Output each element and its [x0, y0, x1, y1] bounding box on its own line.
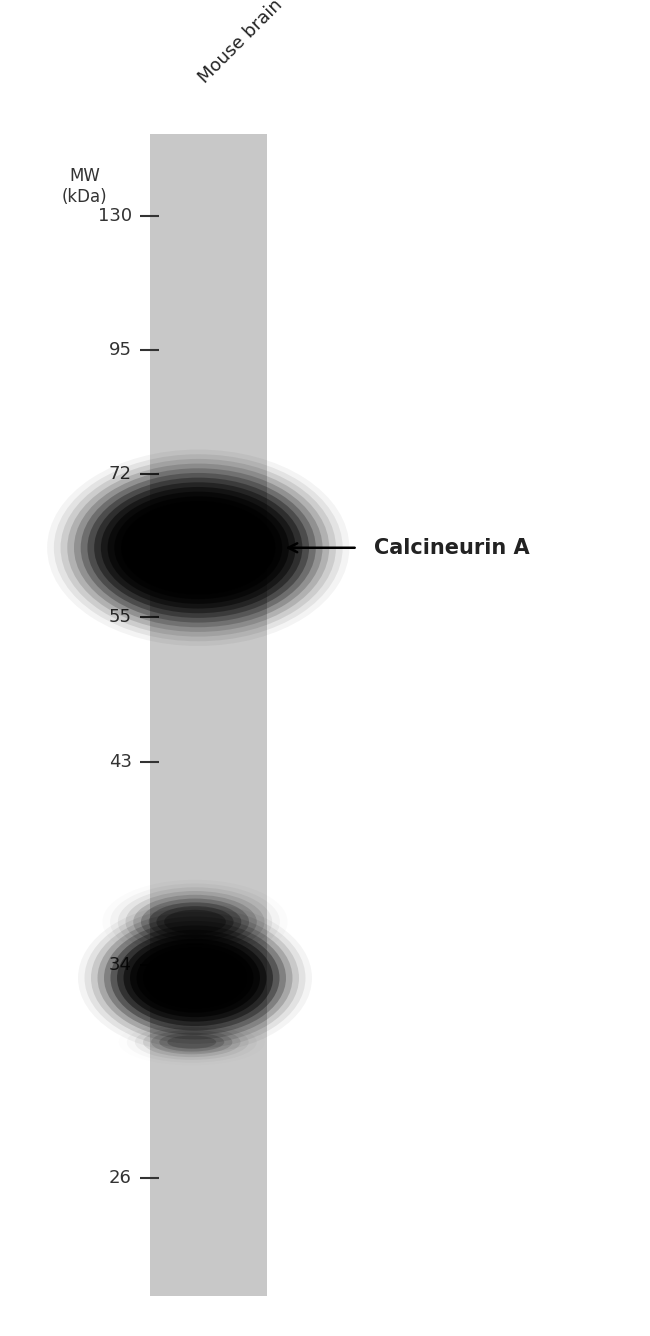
Ellipse shape: [94, 482, 302, 613]
Ellipse shape: [168, 1035, 216, 1049]
Ellipse shape: [114, 496, 282, 599]
Ellipse shape: [127, 505, 269, 591]
Text: 72: 72: [109, 465, 132, 484]
Ellipse shape: [130, 939, 260, 1017]
Ellipse shape: [91, 912, 299, 1043]
Ellipse shape: [101, 486, 296, 609]
Ellipse shape: [149, 902, 241, 942]
Bar: [150, 134, 266, 1296]
Ellipse shape: [124, 934, 266, 1022]
Ellipse shape: [60, 458, 336, 637]
Ellipse shape: [104, 921, 286, 1035]
Text: 95: 95: [109, 341, 132, 359]
Ellipse shape: [164, 910, 226, 934]
Ellipse shape: [98, 916, 292, 1039]
Ellipse shape: [141, 899, 249, 945]
Ellipse shape: [54, 454, 343, 641]
Text: 130: 130: [98, 207, 132, 226]
Text: 26: 26: [109, 1169, 132, 1188]
Ellipse shape: [121, 501, 276, 595]
Ellipse shape: [133, 895, 257, 949]
Ellipse shape: [125, 891, 265, 953]
Text: 55: 55: [109, 608, 132, 627]
Ellipse shape: [143, 1027, 240, 1057]
Text: Calcineurin A: Calcineurin A: [374, 538, 529, 557]
Ellipse shape: [107, 492, 289, 604]
Ellipse shape: [148, 520, 248, 576]
Ellipse shape: [156, 957, 234, 999]
Ellipse shape: [81, 473, 316, 623]
Ellipse shape: [118, 887, 272, 957]
Ellipse shape: [136, 943, 254, 1013]
Text: 34: 34: [109, 955, 132, 974]
Ellipse shape: [87, 477, 309, 617]
Ellipse shape: [151, 1030, 233, 1054]
Text: MW
(kDa): MW (kDa): [62, 167, 107, 206]
Text: Mouse brain: Mouse brain: [195, 0, 286, 87]
Ellipse shape: [68, 464, 330, 632]
Ellipse shape: [157, 906, 233, 938]
Ellipse shape: [159, 1033, 224, 1051]
Ellipse shape: [111, 926, 280, 1030]
Ellipse shape: [74, 469, 322, 627]
Ellipse shape: [141, 514, 255, 580]
Ellipse shape: [143, 947, 247, 1009]
Ellipse shape: [150, 953, 240, 1003]
Text: 43: 43: [109, 752, 132, 771]
Ellipse shape: [117, 930, 273, 1026]
Ellipse shape: [135, 510, 262, 585]
Ellipse shape: [84, 907, 306, 1049]
